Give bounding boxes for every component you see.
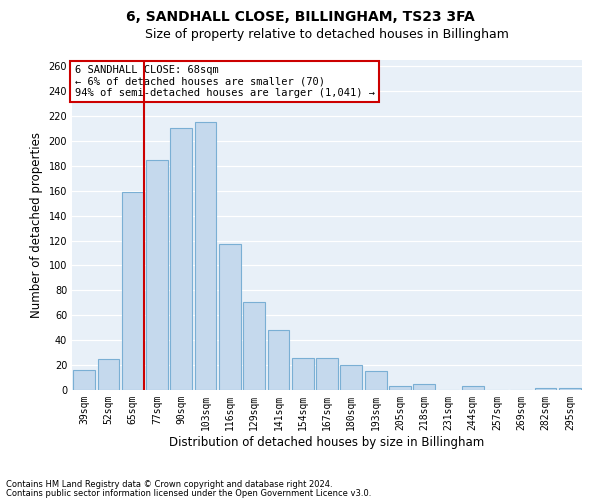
Text: Contains public sector information licensed under the Open Government Licence v3: Contains public sector information licen… xyxy=(6,488,371,498)
Bar xyxy=(73,370,95,390)
Bar xyxy=(292,358,314,390)
Y-axis label: Number of detached properties: Number of detached properties xyxy=(30,132,43,318)
Bar xyxy=(340,365,362,390)
Bar xyxy=(146,160,168,390)
Text: 6, SANDHALL CLOSE, BILLINGHAM, TS23 3FA: 6, SANDHALL CLOSE, BILLINGHAM, TS23 3FA xyxy=(125,10,475,24)
Text: Contains HM Land Registry data © Crown copyright and database right 2024.: Contains HM Land Registry data © Crown c… xyxy=(6,480,332,489)
Bar xyxy=(194,122,217,390)
Bar xyxy=(170,128,192,390)
Bar xyxy=(389,386,411,390)
X-axis label: Distribution of detached houses by size in Billingham: Distribution of detached houses by size … xyxy=(169,436,485,448)
Bar xyxy=(268,330,289,390)
Bar xyxy=(316,358,338,390)
Bar xyxy=(219,244,241,390)
Bar xyxy=(535,388,556,390)
Title: Size of property relative to detached houses in Billingham: Size of property relative to detached ho… xyxy=(145,28,509,41)
Bar xyxy=(365,372,386,390)
Bar xyxy=(559,388,581,390)
Text: 6 SANDHALL CLOSE: 68sqm
← 6% of detached houses are smaller (70)
94% of semi-det: 6 SANDHALL CLOSE: 68sqm ← 6% of detached… xyxy=(74,65,374,98)
Bar xyxy=(122,192,143,390)
Bar xyxy=(243,302,265,390)
Bar xyxy=(97,359,119,390)
Bar xyxy=(413,384,435,390)
Bar xyxy=(462,386,484,390)
